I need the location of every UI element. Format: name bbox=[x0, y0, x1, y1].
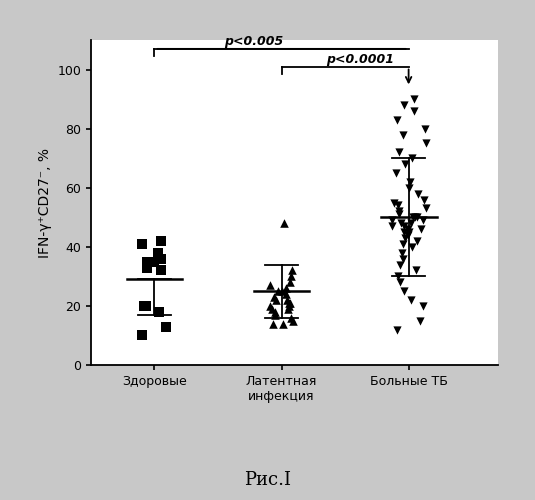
Point bbox=[414, 190, 422, 198]
Point bbox=[269, 320, 278, 328]
Point bbox=[398, 248, 407, 256]
Point bbox=[421, 124, 430, 132]
Point bbox=[389, 198, 398, 206]
Point bbox=[284, 305, 292, 313]
Point bbox=[284, 302, 293, 310]
Point bbox=[403, 231, 412, 239]
Point bbox=[286, 314, 295, 322]
Point bbox=[265, 281, 274, 289]
Point bbox=[407, 296, 416, 304]
Point bbox=[140, 302, 148, 310]
Point bbox=[265, 302, 274, 310]
Point bbox=[411, 266, 420, 274]
Point bbox=[395, 148, 403, 156]
Point bbox=[157, 237, 166, 245]
Point bbox=[392, 169, 400, 177]
Point bbox=[419, 302, 428, 310]
Point bbox=[395, 210, 403, 218]
Point bbox=[285, 299, 293, 307]
Point bbox=[394, 202, 402, 209]
Point bbox=[287, 266, 296, 274]
Point bbox=[289, 316, 297, 324]
Point bbox=[157, 266, 165, 274]
Point bbox=[395, 208, 403, 216]
Point bbox=[392, 116, 401, 124]
Point bbox=[268, 305, 276, 313]
Point bbox=[271, 308, 279, 316]
Point bbox=[142, 264, 151, 272]
Point bbox=[283, 296, 292, 304]
Point bbox=[271, 311, 280, 319]
Point bbox=[409, 214, 417, 222]
Point bbox=[282, 284, 291, 292]
Point bbox=[150, 258, 159, 266]
Point bbox=[399, 130, 408, 138]
Point bbox=[271, 296, 280, 304]
Point bbox=[411, 214, 419, 222]
Point bbox=[410, 107, 419, 115]
Point bbox=[396, 278, 404, 286]
Point bbox=[404, 225, 412, 233]
Point bbox=[400, 228, 408, 236]
Y-axis label: IFN-γ⁺CD27⁻, %: IFN-γ⁺CD27⁻, % bbox=[38, 148, 52, 258]
Point bbox=[142, 302, 150, 310]
Point bbox=[137, 332, 146, 340]
Point bbox=[416, 316, 424, 324]
Point bbox=[400, 222, 409, 230]
Point bbox=[143, 258, 152, 266]
Point bbox=[413, 237, 422, 245]
Point bbox=[387, 222, 396, 230]
Point bbox=[138, 240, 147, 248]
Point bbox=[274, 287, 282, 295]
Point bbox=[388, 216, 396, 224]
Point bbox=[407, 154, 416, 162]
Point bbox=[281, 290, 290, 298]
Point bbox=[392, 326, 401, 334]
Point bbox=[287, 272, 296, 280]
Point bbox=[422, 204, 431, 212]
Point bbox=[399, 254, 408, 262]
Point bbox=[408, 243, 416, 251]
Point bbox=[405, 184, 414, 192]
Point bbox=[157, 254, 165, 262]
Point bbox=[285, 278, 294, 286]
Point bbox=[399, 240, 407, 248]
Point bbox=[400, 287, 408, 295]
Text: Рис.I: Рис.I bbox=[244, 471, 291, 489]
Point bbox=[397, 219, 406, 227]
Point bbox=[395, 260, 404, 268]
Point bbox=[420, 196, 429, 203]
Point bbox=[406, 219, 415, 227]
Point bbox=[409, 95, 418, 103]
Point bbox=[394, 272, 403, 280]
Point bbox=[279, 320, 287, 328]
Point bbox=[422, 140, 430, 147]
Point bbox=[400, 234, 409, 242]
Point bbox=[419, 216, 427, 224]
Text: p<0.005: p<0.005 bbox=[224, 35, 284, 48]
Point bbox=[270, 293, 278, 301]
Point bbox=[401, 160, 410, 168]
Point bbox=[416, 225, 425, 233]
Text: p<0.0001: p<0.0001 bbox=[326, 52, 394, 66]
Point bbox=[278, 287, 286, 295]
Point bbox=[405, 228, 414, 236]
Point bbox=[400, 101, 409, 109]
Point bbox=[154, 248, 162, 256]
Point bbox=[155, 308, 164, 316]
Point bbox=[406, 178, 415, 186]
Point bbox=[279, 219, 288, 227]
Point bbox=[412, 214, 421, 222]
Point bbox=[286, 299, 295, 307]
Point bbox=[162, 322, 170, 330]
